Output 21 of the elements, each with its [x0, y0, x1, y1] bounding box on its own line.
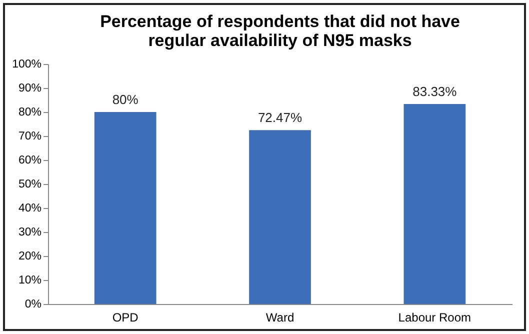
data-label: 83.33% [412, 84, 458, 100]
chart-title: Percentage of respondents that did not have regular availability of N95 masks [100, 12, 460, 50]
y-tick-label: 60% [18, 154, 42, 166]
bar [249, 130, 311, 304]
y-tick-label: 20% [18, 250, 42, 262]
y-tick-label: 70% [18, 130, 42, 142]
x-tick-label: OPD [112, 310, 139, 324]
bar [94, 112, 156, 304]
y-tick-label: 0% [24, 298, 42, 310]
data-label: 72.47% [258, 110, 302, 126]
y-tick-label: 10% [18, 274, 42, 286]
data-label: 80% [112, 92, 139, 107]
y-tick-label: 30% [18, 226, 42, 238]
y-tick-label: 100% [12, 58, 42, 70]
y-tick-label: 80% [18, 106, 42, 118]
bar [404, 104, 466, 304]
y-tick-label: 40% [18, 202, 42, 214]
y-tick-label: 90% [18, 82, 42, 94]
x-tick-label: Ward [266, 310, 294, 324]
x-tick-label: Labour Room [398, 310, 472, 324]
y-tick-label: 50% [18, 178, 42, 190]
